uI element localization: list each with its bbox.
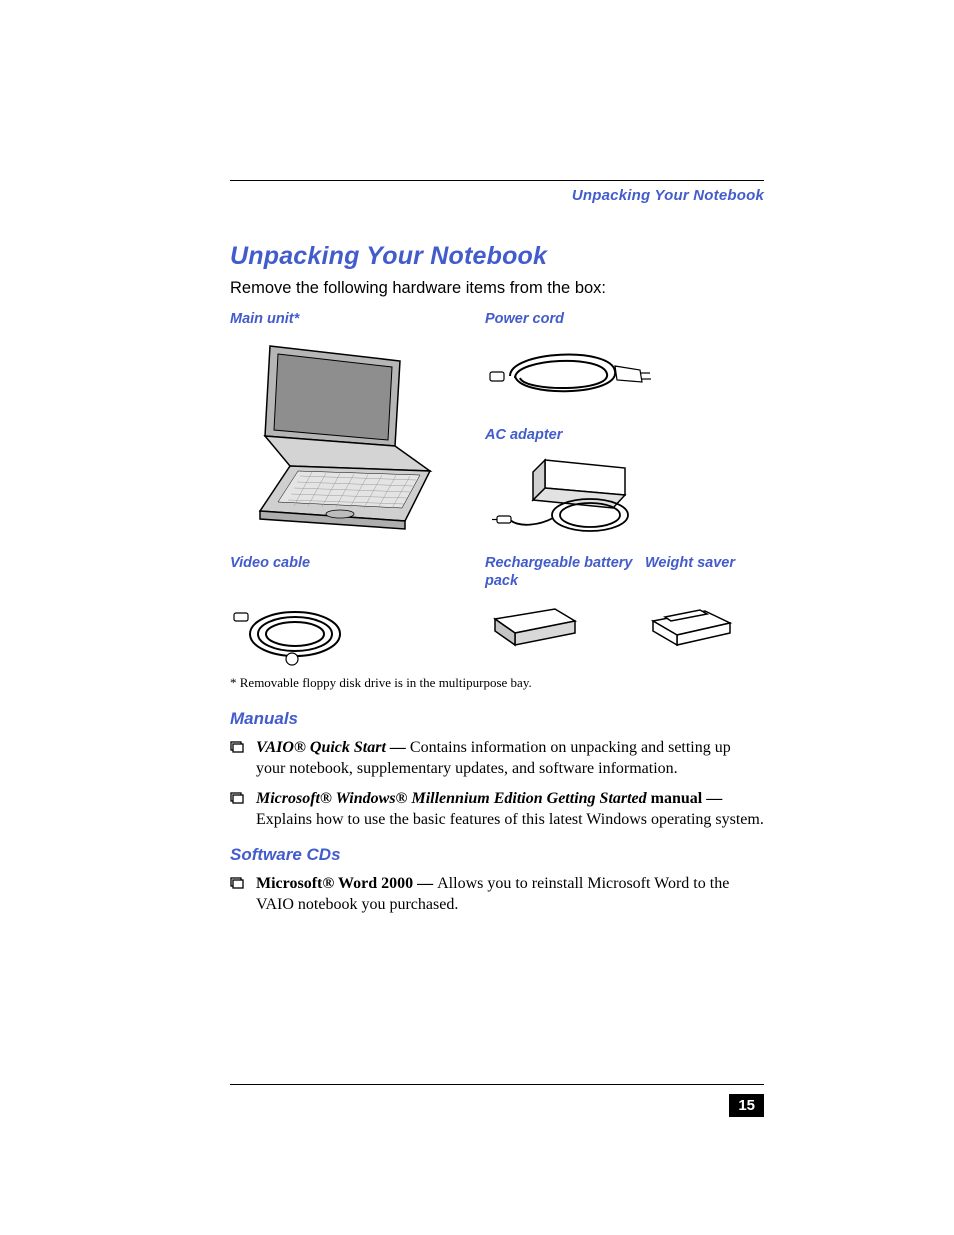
intro-text: Remove the following hardware items from… <box>230 279 764 298</box>
bullet-icon <box>230 790 244 804</box>
item-lead: Microsoft® Word 2000 — <box>256 875 437 892</box>
item-body: Explains how to use the basic features o… <box>256 811 764 828</box>
label-power-cord: Power cord <box>485 310 765 328</box>
top-rule <box>230 180 764 181</box>
power-cord-icon <box>485 336 765 406</box>
manuals-list: VAIO® Quick Start — Contains information… <box>230 737 764 831</box>
item-lead: VAIO® Quick Start — <box>256 739 410 756</box>
battery-icon <box>485 599 645 669</box>
page-title: Unpacking Your Notebook <box>230 242 764 271</box>
page-number: 15 <box>729 1094 764 1117</box>
running-head: Unpacking Your Notebook <box>230 187 764 204</box>
label-ac-adapter: AC adapter <box>485 426 765 444</box>
items-row-3-labels: Video cable Rechargeable battery pack We… <box>230 554 764 590</box>
list-item: VAIO® Quick Start — Contains information… <box>230 737 764 780</box>
items-row-3-images <box>230 599 764 669</box>
label-video-cable: Video cable <box>230 554 485 590</box>
bottom-rule <box>230 1084 764 1085</box>
label-weight-saver: Weight saver <box>645 554 765 590</box>
item-lead: Microsoft® Windows® Millennium Edition G… <box>256 790 647 807</box>
software-list: Microsoft® Word 2000 — Allows you to rei… <box>230 873 764 916</box>
items-row-1-labels: Main unit* Power cord <box>230 310 764 328</box>
section-manuals-heading: Manuals <box>230 709 764 729</box>
items-row-2: AC adapter <box>230 426 764 540</box>
label-battery: Rechargeable battery pack <box>485 554 645 590</box>
list-item: Microsoft® Word 2000 — Allows you to rei… <box>230 873 764 916</box>
list-item: Microsoft® Windows® Millennium Edition G… <box>230 788 764 831</box>
bullet-icon <box>230 739 244 753</box>
footnote: * Removable floppy disk drive is in the … <box>230 675 764 691</box>
page: Unpacking Your Notebook Unpacking Your N… <box>0 0 954 1235</box>
video-cable-icon <box>230 599 485 669</box>
bullet-icon <box>230 875 244 889</box>
weight-saver-icon <box>645 599 765 669</box>
ac-adapter-icon <box>485 450 765 540</box>
item-lead-suffix: manual — <box>647 790 723 807</box>
section-software-heading: Software CDs <box>230 845 764 865</box>
label-main-unit: Main unit* <box>230 310 485 328</box>
